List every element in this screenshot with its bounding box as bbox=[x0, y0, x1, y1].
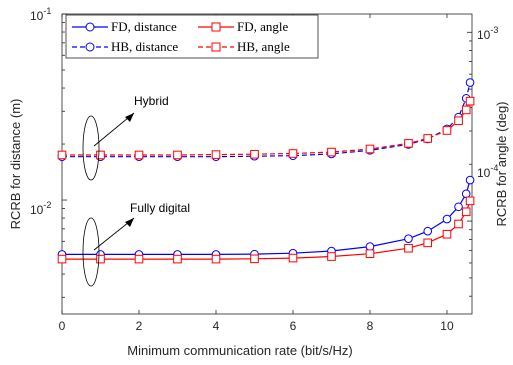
legend-marker-fd-distance bbox=[85, 22, 95, 32]
legend-label-fd-angle: FD, angle bbox=[237, 19, 289, 34]
data-point-fd-angle bbox=[288, 253, 298, 263]
data-point-hb-angle bbox=[96, 150, 105, 160]
series-line-hb-distance bbox=[62, 82, 471, 158]
data-point-fd-angle bbox=[423, 238, 433, 248]
plot-area bbox=[61, 13, 473, 315]
fully-digital-label: Fully digital bbox=[130, 201, 190, 215]
data-point-hb-angle bbox=[442, 126, 452, 135]
data-point-hb-angle bbox=[134, 150, 144, 160]
data-point-fd-distance bbox=[465, 175, 475, 185]
legend: FD, distance FD, angle HB, distance HB, … bbox=[65, 14, 319, 59]
data-point-fd-angle bbox=[96, 254, 105, 264]
data-point-fd-distance bbox=[404, 234, 413, 243]
ticks-layer: 0 2 4 6 8 10 bbox=[59, 13, 472, 333]
x-axis-label: Minimum communication rate (bit/s/Hz) bbox=[127, 343, 352, 358]
legend-label-hb-distance: HB, distance bbox=[111, 39, 178, 54]
x-tick-label: 6 bbox=[290, 319, 297, 333]
data-point-fd-distance bbox=[454, 202, 463, 212]
data-point-fd-angle bbox=[365, 249, 375, 258]
data-point-hb-angle bbox=[327, 147, 336, 157]
data-point-fd-angle bbox=[327, 252, 336, 261]
left-tick-label-1: 10-2 bbox=[30, 200, 51, 217]
legend-marker-hb-angle bbox=[211, 42, 221, 52]
fully-digital-ellipse bbox=[82, 217, 100, 287]
data-point-hb-angle bbox=[454, 116, 463, 126]
data-point-fd-distance bbox=[365, 242, 375, 251]
data-point-hb-angle bbox=[173, 150, 182, 160]
data-point-fd-angle bbox=[442, 229, 452, 239]
data-point-hb-angle bbox=[423, 134, 433, 143]
data-point-fd-angle bbox=[465, 196, 475, 206]
series-layer bbox=[57, 78, 475, 264]
data-point-hb-angle bbox=[404, 139, 413, 148]
x-tick-label: 8 bbox=[367, 319, 374, 333]
right-tick-label-0: 10-3 bbox=[477, 25, 498, 42]
legend-box bbox=[65, 14, 319, 59]
data-point-fd-angle bbox=[250, 254, 259, 264]
svg-text:10-3: 10-3 bbox=[477, 25, 498, 42]
x-tick-label: 4 bbox=[213, 319, 220, 333]
legend-label-fd-distance: FD, distance bbox=[111, 19, 177, 34]
y-axis-label-left: RCRB for distance (m) bbox=[8, 99, 23, 230]
fully-digital-arrowhead bbox=[125, 218, 134, 227]
data-point-hb-angle bbox=[461, 105, 471, 115]
data-point-hb-distance bbox=[465, 78, 475, 87]
data-point-hb-angle bbox=[365, 144, 375, 154]
data-point-fd-angle bbox=[57, 254, 67, 264]
data-point-hb-angle bbox=[465, 96, 475, 106]
data-point-hb-angle bbox=[288, 149, 298, 158]
left-tick-label-0: 10-1 bbox=[30, 6, 51, 23]
data-point-hb-angle bbox=[250, 149, 259, 159]
legend-marker-fd-angle bbox=[211, 22, 221, 32]
data-point-hb-angle bbox=[57, 150, 67, 160]
series-line-hb-angle bbox=[62, 100, 471, 156]
hybrid-arrowhead bbox=[125, 113, 134, 122]
y-axis-label-right: RCRB for angle (deg) bbox=[494, 102, 509, 227]
right-tick-label-1: 10-4 bbox=[477, 163, 498, 180]
svg-text:10-1: 10-1 bbox=[30, 6, 51, 23]
data-point-fd-angle bbox=[454, 219, 463, 229]
x-tick-label: 10 bbox=[440, 319, 454, 333]
data-point-fd-angle bbox=[134, 254, 144, 264]
data-point-fd-angle bbox=[211, 254, 221, 264]
data-point-fd-angle bbox=[461, 207, 471, 217]
data-point-fd-angle bbox=[404, 243, 413, 253]
hybrid-ellipse bbox=[82, 115, 100, 181]
legend-marker-hb-distance bbox=[85, 42, 95, 52]
legend-label-hb-angle: HB, angle bbox=[237, 39, 290, 54]
data-point-fd-distance bbox=[461, 189, 471, 199]
data-point-fd-distance bbox=[423, 226, 433, 236]
x-tick-label: 0 bbox=[59, 319, 66, 333]
x-tick-label: 2 bbox=[136, 319, 143, 333]
svg-text:10-2: 10-2 bbox=[30, 200, 51, 217]
data-point-hb-angle bbox=[211, 150, 221, 159]
svg-text:10-4: 10-4 bbox=[477, 163, 498, 180]
data-point-fd-angle bbox=[173, 254, 182, 264]
hybrid-label: Hybrid bbox=[134, 94, 169, 108]
data-point-fd-distance bbox=[442, 214, 452, 224]
